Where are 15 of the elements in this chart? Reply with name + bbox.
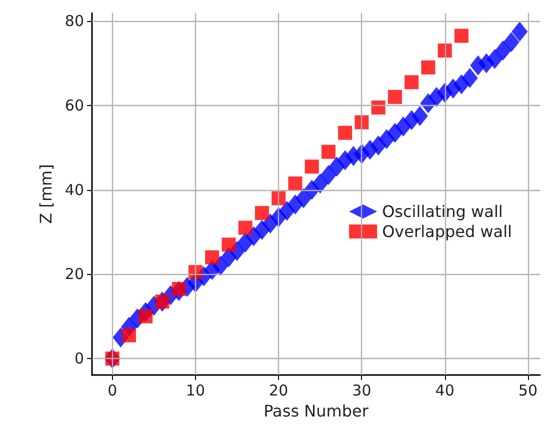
legend-label: Overlapped wall xyxy=(382,222,512,241)
x-tick-label: 20 xyxy=(269,382,288,400)
y-tick-label: 60 xyxy=(64,96,84,114)
y-tick-label: 80 xyxy=(64,12,84,30)
x-tick-label: 40 xyxy=(435,382,454,400)
legend-label: Oscillating wall xyxy=(382,202,503,221)
x-tick-label: 10 xyxy=(186,382,206,400)
x-tick-label: 30 xyxy=(352,382,372,400)
x-tick-label: 0 xyxy=(108,382,118,400)
y-tick-label: 0 xyxy=(74,350,84,368)
y-axis-title: Z [mm] xyxy=(36,164,56,224)
y-tick-label: 40 xyxy=(64,180,84,199)
x-tick-label: 50 xyxy=(518,382,538,400)
x-axis-title: Pass Number xyxy=(264,402,369,420)
y-tick-label: 20 xyxy=(64,265,84,284)
